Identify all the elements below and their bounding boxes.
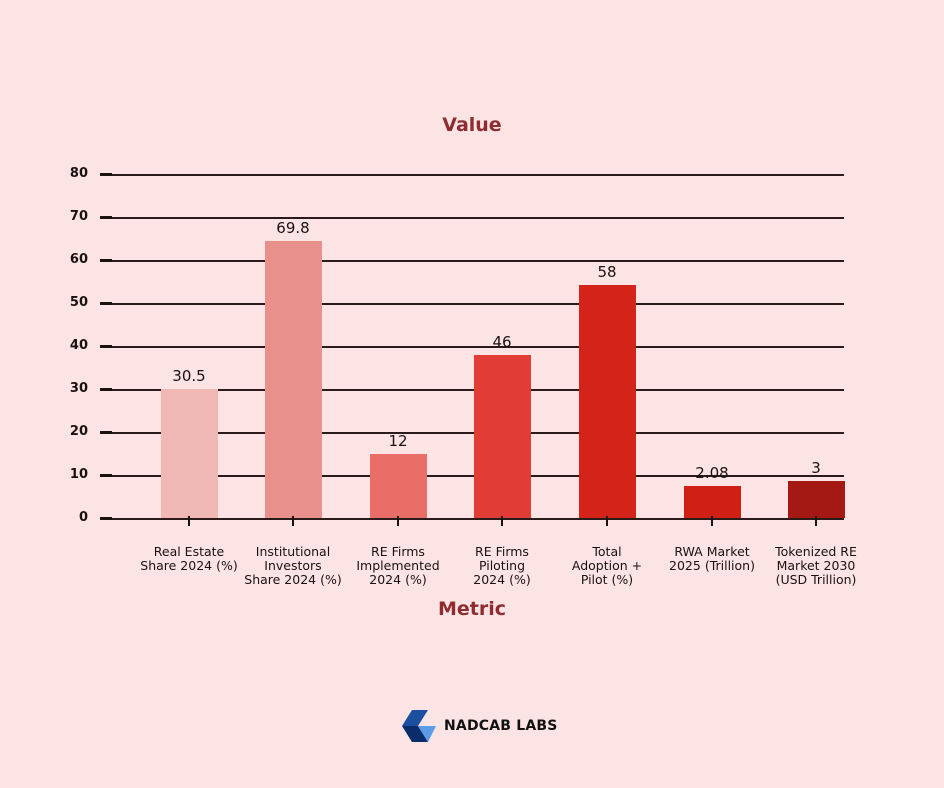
gridline xyxy=(100,518,844,520)
y-tick-mark xyxy=(100,259,112,262)
y-tick-label: 30 xyxy=(69,381,88,396)
bar-value-label: 12 xyxy=(388,431,408,450)
y-tick-mark xyxy=(100,302,112,305)
bar xyxy=(265,240,322,518)
y-tick-label: 70 xyxy=(69,209,88,224)
gridline xyxy=(100,260,844,262)
y-tick-mark xyxy=(100,517,112,520)
bar-value-label: 2.08 xyxy=(695,463,729,482)
x-axis-title: Metric xyxy=(437,598,507,620)
x-tick-label: Institutional Investors Share 2024 (%) xyxy=(244,544,342,587)
gridline xyxy=(100,475,844,477)
x-tick-mark xyxy=(711,516,713,526)
bar xyxy=(788,480,845,518)
y-tick-mark xyxy=(100,431,112,434)
brand-logo: NADCAB LABS xyxy=(402,710,558,742)
x-tick-label: RWA Market 2025 (Trillion) xyxy=(669,544,755,573)
x-tick-mark xyxy=(815,516,817,526)
y-tick-label: 40 xyxy=(69,338,88,353)
bar-value-label: 3 xyxy=(811,458,821,477)
y-tick-label: 60 xyxy=(69,252,88,267)
bar xyxy=(684,485,741,518)
y-tick-mark xyxy=(100,216,112,219)
y-tick-label: 20 xyxy=(69,424,88,439)
x-tick-label: Real Estate Share 2024 (%) xyxy=(140,544,238,573)
gridline xyxy=(100,389,844,391)
gridline xyxy=(100,432,844,434)
y-tick-label: 50 xyxy=(69,295,88,310)
gridline xyxy=(100,346,844,348)
y-tick-mark xyxy=(100,173,112,176)
bar-value-label: 58 xyxy=(597,262,617,281)
x-tick-label: RE Firms Implemented 2024 (%) xyxy=(356,544,440,587)
x-tick-mark xyxy=(501,516,503,526)
gridline xyxy=(100,217,844,219)
bar-value-label: 69.8 xyxy=(276,218,310,237)
y-tick-mark xyxy=(100,345,112,348)
x-tick-label: Total Adoption + Pilot (%) xyxy=(571,544,643,587)
x-tick-mark xyxy=(397,516,399,526)
bar-value-label: 46 xyxy=(492,332,512,351)
y-tick-mark xyxy=(100,474,112,477)
bar xyxy=(474,354,531,518)
gridline xyxy=(100,174,844,176)
y-tick-label: 80 xyxy=(69,166,88,181)
x-tick-mark xyxy=(188,516,190,526)
bar xyxy=(579,284,636,518)
x-tick-label: Tokenized RE Market 2030 (USD Trillion) xyxy=(775,544,857,587)
x-tick-label: RE Firms Piloting 2024 (%) xyxy=(473,544,531,587)
bar xyxy=(370,453,427,518)
x-tick-mark xyxy=(606,516,608,526)
bar-value-label: 30.5 xyxy=(172,367,206,385)
y-tick-mark xyxy=(100,388,112,391)
nadcab-logo-icon xyxy=(402,710,436,742)
gridline xyxy=(100,303,844,305)
x-tick-mark xyxy=(292,516,294,526)
chart-title: Value xyxy=(442,114,502,136)
brand-name: NADCAB LABS xyxy=(444,718,558,734)
bar xyxy=(161,389,218,518)
y-tick-label: 0 xyxy=(78,510,88,525)
y-tick-label: 10 xyxy=(69,467,88,482)
